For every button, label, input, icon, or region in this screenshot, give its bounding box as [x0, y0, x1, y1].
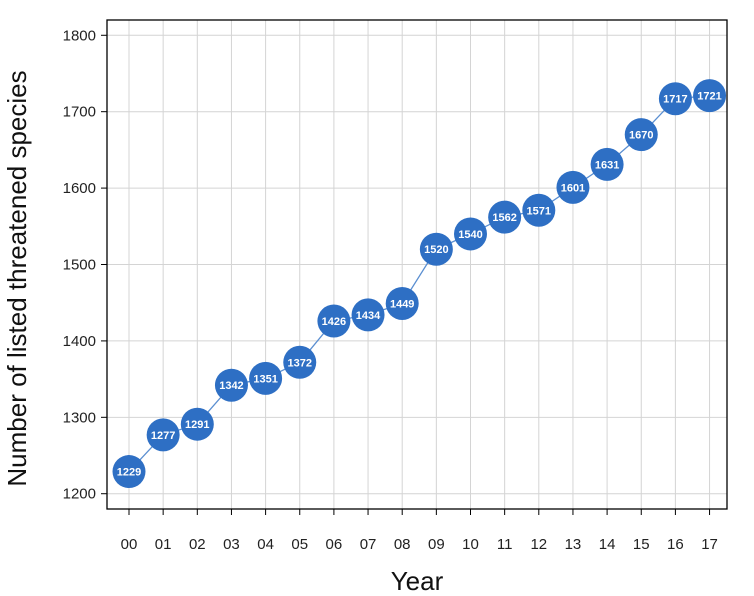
data-point: [180, 407, 214, 441]
data-point: [385, 286, 419, 320]
y-axis-ticks: 1200 1300 1400 1500 1600 1700 1800: [63, 27, 107, 503]
series-line: [128, 94, 710, 473]
x-tick-label: 02: [189, 536, 206, 553]
data-point: [146, 418, 180, 452]
data-point: [283, 345, 317, 379]
data-label: 1434: [356, 310, 381, 322]
x-axis-title: Year: [391, 566, 444, 596]
data-label: 1291: [185, 419, 209, 431]
x-tick-label: 06: [326, 536, 343, 553]
y-tick-label: 1500: [63, 257, 96, 274]
data-label: 1571: [527, 205, 551, 217]
data-point: [522, 193, 556, 227]
data-point: [112, 455, 146, 489]
data-label: 1717: [663, 94, 687, 106]
x-tick-label: 16: [667, 536, 684, 553]
data-point: [454, 217, 487, 251]
y-tick-label: 1200: [63, 486, 96, 503]
data-label: 1351: [253, 373, 277, 385]
data-label: 1631: [595, 159, 619, 171]
x-tick-label: 03: [223, 536, 240, 553]
x-tick-label: 11: [497, 536, 513, 553]
x-tick-label: 17: [701, 536, 718, 553]
x-tick-label: 08: [394, 536, 411, 553]
x-tick-label: 01: [155, 536, 172, 553]
x-tick-label: 14: [599, 536, 616, 553]
data-point: [556, 170, 590, 204]
data-label: 1670: [629, 130, 653, 142]
x-tick-label: 13: [565, 536, 582, 553]
y-tick-label: 1600: [63, 180, 96, 197]
data-label: 1426: [322, 316, 346, 328]
x-tick-label: 07: [360, 536, 377, 553]
x-tick-label: 12: [530, 536, 547, 553]
data-point: [249, 361, 283, 395]
x-tick-label: 05: [291, 536, 308, 553]
data-label: 1562: [492, 212, 516, 224]
data-label: 1342: [219, 380, 243, 392]
x-tick-label: 15: [633, 536, 650, 553]
data-point: [693, 79, 727, 113]
x-tick-label: 09: [428, 536, 445, 553]
x-tick-label: 04: [257, 536, 274, 553]
data-label: 1601: [561, 182, 585, 194]
data-point: [317, 304, 351, 338]
data-point: [658, 82, 692, 116]
data-point: [419, 232, 453, 266]
y-tick-label: 1300: [63, 409, 96, 426]
data-label: 1229: [117, 467, 141, 479]
data-label: 1540: [458, 229, 482, 241]
data-label: 1277: [151, 430, 175, 442]
y-tick-label: 1400: [63, 333, 96, 350]
data-point: [624, 118, 658, 152]
data-point: [351, 298, 385, 332]
y-axis-title: Number of listed threatened species: [2, 70, 32, 486]
series-layer: 1229 1277 1291 1342 1351 1372 1426 1434 1449 1520…: [112, 79, 727, 489]
data-point: [488, 200, 522, 234]
data-label: 1372: [288, 357, 312, 369]
data-point: [214, 368, 248, 402]
data-label: 1721: [697, 91, 721, 103]
grid-lines: [107, 20, 727, 509]
x-axis-ticks: 00 01 02 03 04 05 06 07 08 09 10 11 12 13 14 15 16 17: [121, 509, 718, 553]
data-label: 1449: [390, 298, 414, 310]
y-tick-label: 1800: [63, 27, 96, 44]
y-tick-label: 1700: [63, 104, 96, 121]
x-tick-label: 00: [121, 536, 138, 553]
data-label: 1520: [424, 244, 448, 256]
data-point: [590, 147, 624, 181]
x-tick-label: 10: [462, 536, 479, 553]
